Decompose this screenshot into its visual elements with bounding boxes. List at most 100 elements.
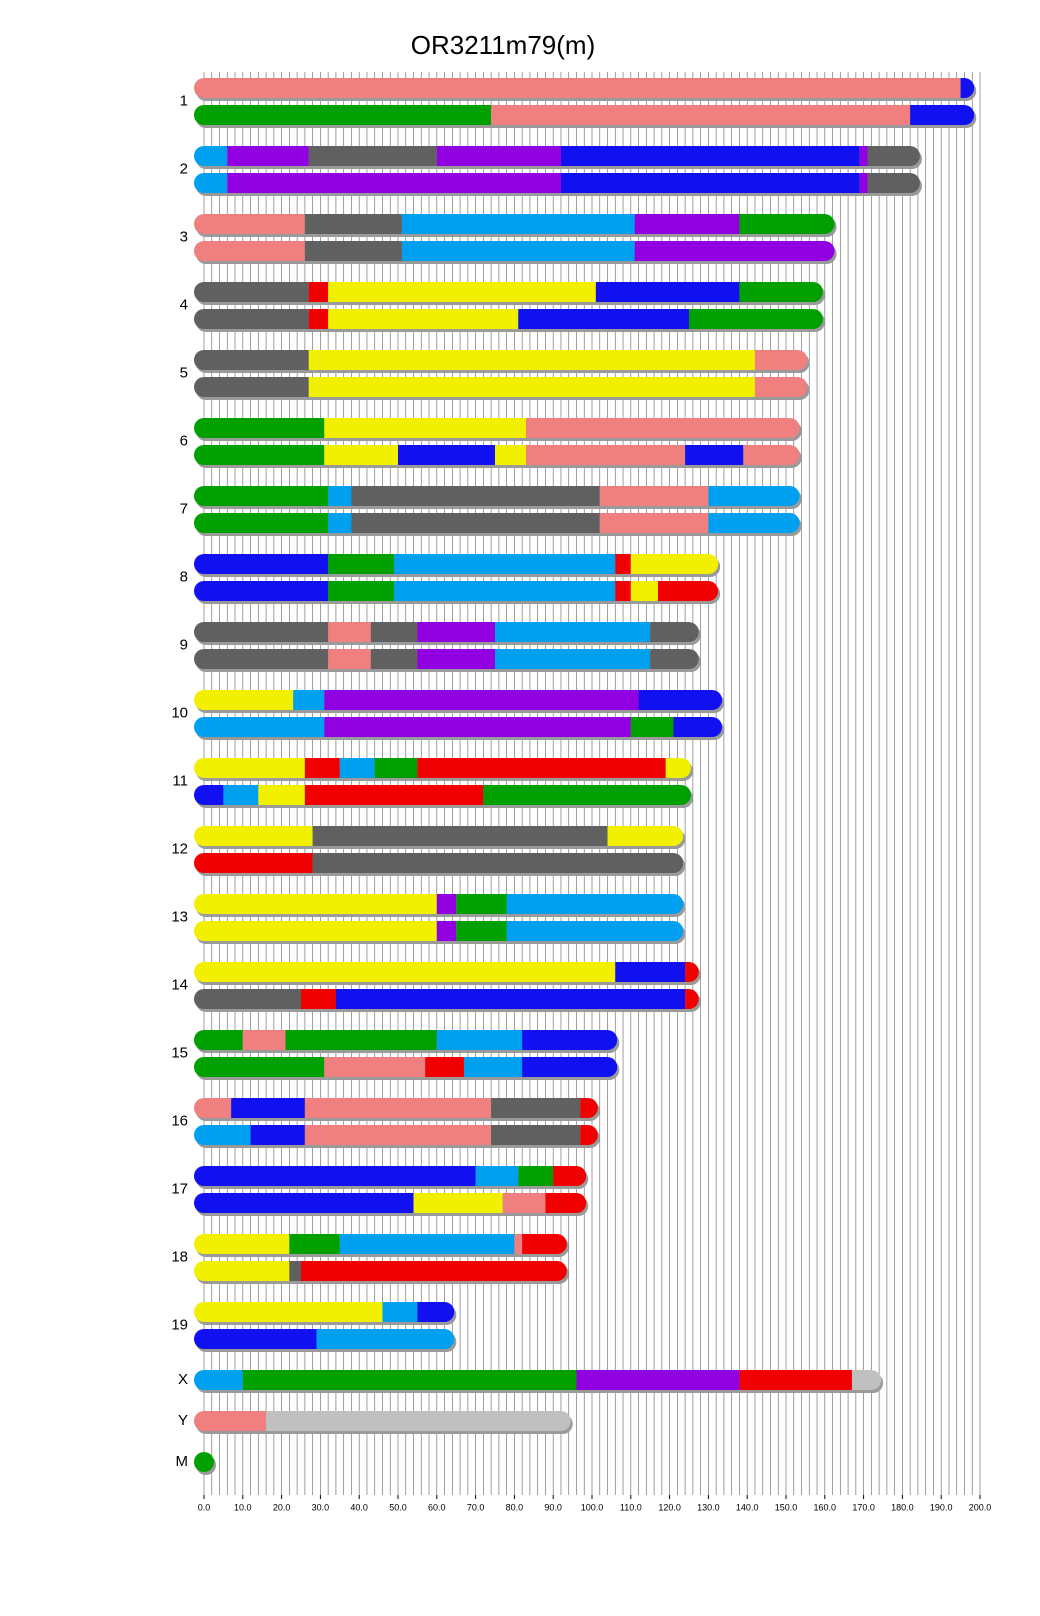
segment bbox=[553, 1166, 587, 1186]
haplotype-bar bbox=[194, 717, 725, 740]
segment bbox=[266, 1411, 571, 1431]
segment bbox=[483, 785, 691, 805]
haplotype-bar bbox=[194, 1302, 457, 1325]
segment bbox=[685, 989, 699, 1009]
segments bbox=[194, 445, 800, 465]
segment bbox=[194, 758, 305, 778]
segment bbox=[194, 1234, 290, 1254]
segment bbox=[194, 853, 313, 873]
x-tick-label: 160.0 bbox=[814, 1502, 837, 1512]
segment bbox=[194, 78, 961, 98]
segment bbox=[308, 282, 329, 302]
segment bbox=[615, 962, 686, 982]
segment bbox=[650, 622, 699, 642]
segment bbox=[867, 173, 920, 193]
segment bbox=[685, 962, 699, 982]
chromosome-label: 10 bbox=[171, 704, 188, 721]
haplotype-bar bbox=[194, 282, 825, 305]
segments bbox=[194, 377, 808, 397]
segments bbox=[194, 418, 800, 438]
segments bbox=[194, 554, 719, 574]
haplotype-bar bbox=[194, 1098, 600, 1121]
haplotype-bar bbox=[194, 418, 802, 441]
chromosome-label: 12 bbox=[171, 840, 188, 857]
segment bbox=[194, 1411, 267, 1431]
segments bbox=[194, 1166, 587, 1186]
segment bbox=[417, 758, 666, 778]
segment bbox=[522, 1030, 618, 1050]
x-tick-label: 190.0 bbox=[930, 1502, 953, 1512]
x-tick-label: 20.0 bbox=[273, 1502, 291, 1512]
segments bbox=[194, 1370, 882, 1390]
segment bbox=[463, 1057, 523, 1077]
segment bbox=[739, 1370, 852, 1390]
segment bbox=[506, 894, 684, 914]
segments bbox=[194, 717, 723, 737]
haplotype-bar bbox=[194, 1166, 589, 1189]
segment bbox=[194, 1452, 214, 1472]
segment bbox=[304, 785, 484, 805]
segments bbox=[194, 1411, 571, 1431]
segment bbox=[242, 1030, 286, 1050]
segment bbox=[194, 581, 329, 601]
segment bbox=[580, 1125, 598, 1145]
segments bbox=[194, 1030, 618, 1050]
segment bbox=[339, 1234, 515, 1254]
segment bbox=[576, 1370, 740, 1390]
segment bbox=[739, 214, 835, 234]
segment bbox=[194, 989, 301, 1009]
segment bbox=[398, 445, 495, 465]
haplotype-bar bbox=[194, 214, 837, 237]
segment bbox=[194, 214, 305, 234]
segments bbox=[194, 1329, 455, 1349]
segment bbox=[630, 554, 719, 574]
segment bbox=[417, 649, 495, 669]
segment bbox=[227, 146, 309, 166]
segments bbox=[194, 1125, 598, 1145]
segments bbox=[194, 309, 823, 329]
haplotype-bar bbox=[194, 785, 693, 808]
segment bbox=[194, 717, 325, 737]
segments bbox=[194, 214, 835, 234]
segment bbox=[312, 853, 684, 873]
x-tick-label: 0.0 bbox=[198, 1502, 211, 1512]
segment bbox=[289, 1261, 301, 1281]
chromosome-label: M bbox=[176, 1453, 189, 1470]
segment bbox=[514, 1234, 523, 1254]
segments bbox=[194, 241, 835, 261]
segment bbox=[425, 1057, 464, 1077]
chromosome-label: 4 bbox=[180, 296, 188, 313]
segments bbox=[194, 921, 684, 941]
haplotype-bar bbox=[194, 1411, 573, 1434]
segment bbox=[673, 717, 723, 737]
segments bbox=[194, 649, 699, 669]
segment bbox=[708, 486, 800, 506]
segment bbox=[650, 649, 699, 669]
segment bbox=[491, 105, 911, 125]
segments bbox=[194, 1302, 455, 1322]
chromosome-label: 14 bbox=[171, 976, 188, 993]
haplotype-bar bbox=[194, 350, 810, 373]
chromosome-label: 2 bbox=[180, 160, 188, 177]
haplotype-bar bbox=[194, 894, 686, 917]
haplotype-bar bbox=[194, 921, 686, 944]
haplotype-bar bbox=[194, 1370, 884, 1393]
segment bbox=[634, 214, 740, 234]
segments bbox=[194, 1261, 567, 1281]
segments bbox=[194, 962, 699, 982]
segment bbox=[456, 894, 507, 914]
segment bbox=[194, 418, 325, 438]
segment bbox=[328, 309, 519, 329]
segments bbox=[194, 826, 684, 846]
segment bbox=[495, 445, 527, 465]
haplotype-bar bbox=[194, 1329, 457, 1352]
segment bbox=[518, 309, 689, 329]
segment bbox=[194, 1030, 243, 1050]
segment bbox=[739, 282, 823, 302]
haplotype-bar bbox=[194, 173, 922, 196]
x-tick-label: 180.0 bbox=[891, 1502, 914, 1512]
segment bbox=[351, 486, 600, 506]
x-tick-label: 120.0 bbox=[658, 1502, 681, 1512]
segment bbox=[401, 214, 635, 234]
segment bbox=[194, 513, 329, 533]
